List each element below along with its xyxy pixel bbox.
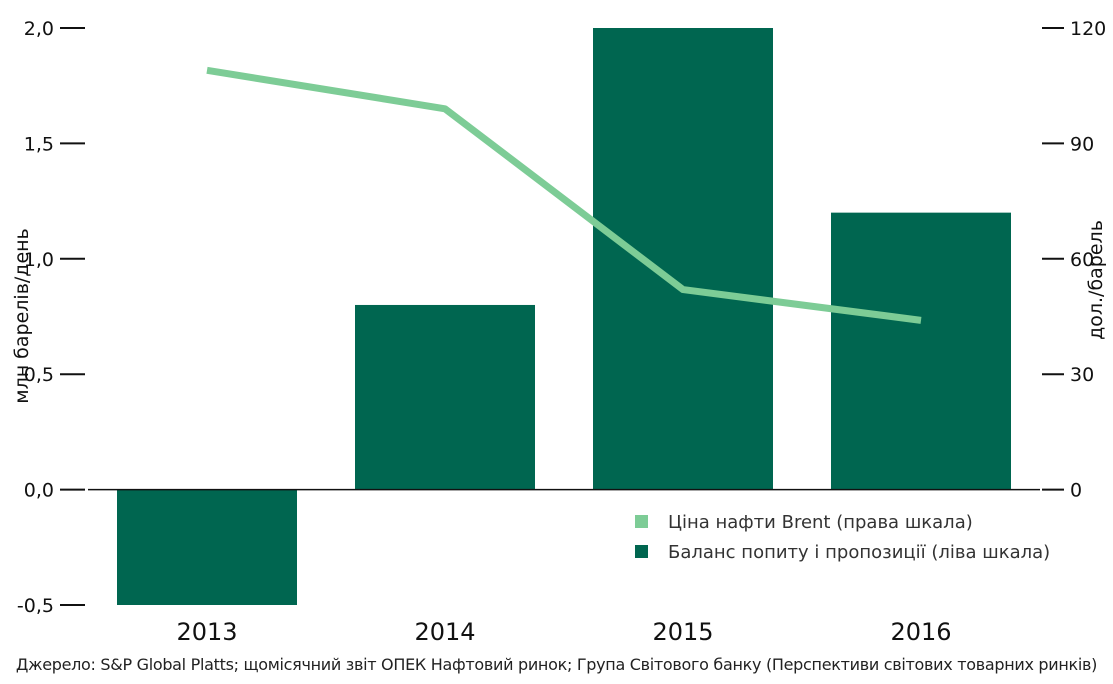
right-tick-label: 30 xyxy=(1070,364,1094,386)
x-tick-label: 2016 xyxy=(890,618,951,646)
legend-swatch-balance xyxy=(635,545,648,558)
bar-2016 xyxy=(831,212,1011,490)
bar-series xyxy=(88,28,1040,605)
legend-label-brent: Ціна нафти Brent (права шкала) xyxy=(668,512,973,533)
left-tick-label: 0,5 xyxy=(24,364,54,386)
x-tick-label: 2014 xyxy=(414,618,475,646)
legend: Ціна нафти Brent (права шкала) Баланс по… xyxy=(635,512,1050,563)
left-axis: 2,0 1,5 1,0 0,5 0,0 -0,5 xyxy=(17,18,85,617)
left-tick-label: 1,0 xyxy=(24,249,54,271)
bar-2013 xyxy=(117,489,297,605)
line-series xyxy=(206,66,922,324)
x-tick-label: 2013 xyxy=(176,618,237,646)
x-tick-label: 2015 xyxy=(652,618,713,646)
right-tick-label: 60 xyxy=(1070,249,1094,271)
right-tick-label: 90 xyxy=(1070,133,1094,155)
bar-2014 xyxy=(355,304,535,490)
left-tick-label: 2,0 xyxy=(24,18,54,40)
source-note: Джерело: S&P Global Platts; щомісячний з… xyxy=(15,655,1098,674)
right-axis-label: дол./барель xyxy=(1085,220,1107,340)
legend-swatch-brent xyxy=(635,515,648,528)
left-tick-label: -0,5 xyxy=(17,595,54,617)
left-tick-label: 0,0 xyxy=(24,480,54,502)
bar-2015 xyxy=(593,28,773,490)
brent-price-line xyxy=(206,66,922,324)
left-axis-label: млн барелів/день xyxy=(11,228,33,404)
left-tick-label: 1,5 xyxy=(24,133,54,155)
right-tick-label: 0 xyxy=(1070,480,1082,502)
legend-label-balance: Баланс попиту і пропозиції (ліва шкала) xyxy=(668,542,1050,563)
right-tick-label: 120 xyxy=(1070,18,1106,40)
right-axis: 120 90 60 30 0 xyxy=(1042,18,1106,502)
x-axis: 2013 2014 2015 2016 xyxy=(176,618,951,646)
